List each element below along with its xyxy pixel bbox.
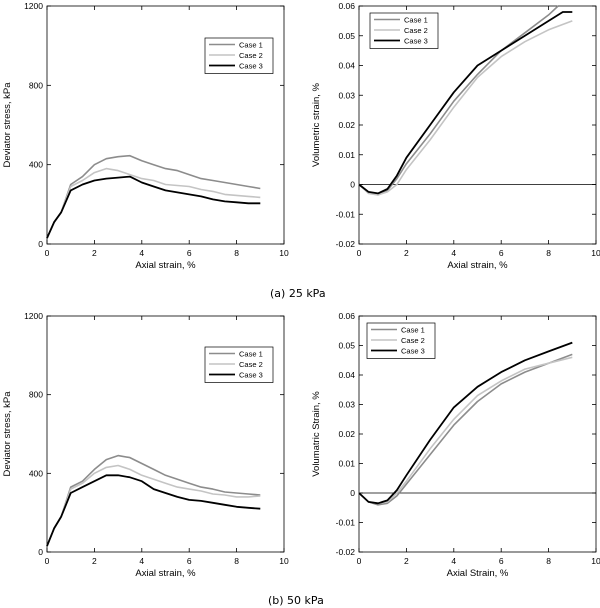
x-tick-label: 6: [187, 248, 192, 258]
x-axis-label: Axial strain, %: [135, 260, 196, 271]
chart-b-volumetric: 0 2 4 6 8 10 -0.02 -0.01 0 0.01 0.02 0.03 0.04 0.05 0.…: [311, 311, 600, 579]
x-tick-label: 0: [357, 248, 362, 258]
series-line-case-2: [358, 356, 573, 505]
x-tick-label: 10: [279, 248, 289, 258]
x-tick-label: 4: [139, 248, 144, 258]
x-axis-label: Axial strain, %: [447, 260, 508, 271]
y-tick-label: 0.01: [338, 150, 355, 160]
x-tick-label: 4: [139, 556, 144, 566]
y-axis-label: Volumetric strain, %: [311, 82, 322, 166]
legend-label-case-3: Case 3: [404, 36, 428, 45]
series-line-case-1: [46, 154, 261, 239]
y-tick-label: -0.01: [336, 209, 356, 219]
series-line-case-3: [358, 341, 573, 505]
y-tick-label: 400: [29, 468, 43, 478]
y-tick-label: 0: [38, 239, 43, 249]
x-tick-label: 10: [591, 556, 600, 566]
x-axis-label: Axial strain, %: [135, 568, 196, 579]
legend-label-case-3: Case 3: [239, 370, 263, 379]
y-tick-label: 0: [350, 180, 355, 190]
y-tick-label: 0.05: [338, 341, 355, 351]
y-tick-label: 0.06: [338, 311, 355, 321]
legend-label-case-2: Case 2: [239, 51, 263, 60]
y-tick-label: 1200: [24, 1, 43, 11]
series-line-case-2: [46, 464, 261, 547]
y-tick-label: 800: [29, 390, 43, 400]
chart-b-deviator: 0 2 4 6 8 10 0 400 800 1200 Axial strain, % Deviato…: [2, 311, 289, 579]
series-line-case-1: [358, 353, 573, 506]
legend-label-case-2: Case 2: [401, 336, 425, 345]
y-tick-label: 800: [29, 80, 43, 90]
y-tick-label: 0.05: [338, 31, 355, 41]
y-tick-label: 0.04: [338, 370, 355, 380]
legend-label-case-1: Case 1: [401, 325, 425, 334]
y-axis-label: Deviator stress, kPa: [2, 391, 13, 477]
y-tick-label: 0.02: [338, 429, 355, 439]
series-line-case-2: [46, 167, 261, 239]
x-tick-label: 0: [45, 556, 50, 566]
series-line-case-3: [46, 175, 261, 239]
series-line-case-3: [358, 11, 573, 195]
plot-frame: [46, 5, 285, 245]
x-tick-label: 4: [451, 248, 456, 258]
x-tick-label: 6: [499, 556, 504, 566]
chart-a-deviator: 0 2 4 6 8 10 0 400 800 1200 Axial strain, % Deviato…: [2, 1, 289, 271]
legend-label-case-3: Case 3: [401, 346, 425, 355]
x-tick-label: 0: [45, 248, 50, 258]
legend-label-case-3: Case 3: [239, 61, 263, 70]
y-axis-label: Volumatric Strain, %: [311, 391, 322, 477]
series-line-case-2: [358, 20, 573, 196]
y-axis-label: Deviator stress, kPa: [2, 82, 13, 168]
x-tick-label: 2: [92, 556, 97, 566]
caption-b: (b) 50 kPa: [268, 594, 324, 607]
x-tick-label: 8: [546, 556, 551, 566]
y-tick-label: 0.03: [338, 90, 355, 100]
y-tick-label: 0: [38, 547, 43, 557]
y-tick-label: 1200: [24, 311, 43, 321]
x-tick-label: 8: [234, 556, 239, 566]
chart-a-volumetric: 0 2 4 6 8 10 -0.02 -0.01 0 0.01 0.02 0.03 0.04 0.05 0.…: [311, 1, 600, 271]
y-tick-label: 0.03: [338, 400, 355, 410]
legend-label-case-2: Case 2: [404, 26, 428, 35]
legend-label-case-1: Case 1: [239, 40, 263, 49]
x-tick-label: 2: [404, 556, 409, 566]
legend-label-case-1: Case 1: [404, 15, 428, 24]
x-tick-label: 8: [234, 248, 239, 258]
y-tick-label: 0.02: [338, 120, 355, 130]
y-tick-label: 400: [29, 160, 43, 170]
legend-label-case-1: Case 1: [239, 349, 263, 358]
x-tick-label: 0: [357, 556, 362, 566]
x-axis-label: Axial Strain, %: [447, 568, 509, 579]
x-tick-label: 10: [591, 248, 600, 258]
y-tick-label: 0.04: [338, 61, 355, 71]
y-tick-label: -0.01: [336, 518, 356, 528]
y-tick-label: 0.01: [338, 459, 355, 469]
x-tick-label: 2: [404, 248, 409, 258]
legend-label-case-2: Case 2: [239, 360, 263, 369]
y-tick-label: 0.06: [338, 1, 355, 11]
y-tick-label: -0.02: [336, 239, 356, 249]
x-tick-label: 2: [92, 248, 97, 258]
y-tick-label: -0.02: [336, 547, 356, 557]
x-tick-label: 8: [546, 248, 551, 258]
x-tick-label: 6: [187, 556, 192, 566]
x-tick-label: 6: [499, 248, 504, 258]
y-tick-label: 0: [350, 488, 355, 498]
plot-frame: [46, 315, 285, 553]
series-line-case-3: [46, 474, 261, 547]
series-line-case-1: [46, 454, 261, 547]
x-tick-label: 10: [279, 556, 289, 566]
caption-a: (a) 25 kPa: [270, 287, 326, 300]
x-tick-label: 4: [451, 556, 456, 566]
